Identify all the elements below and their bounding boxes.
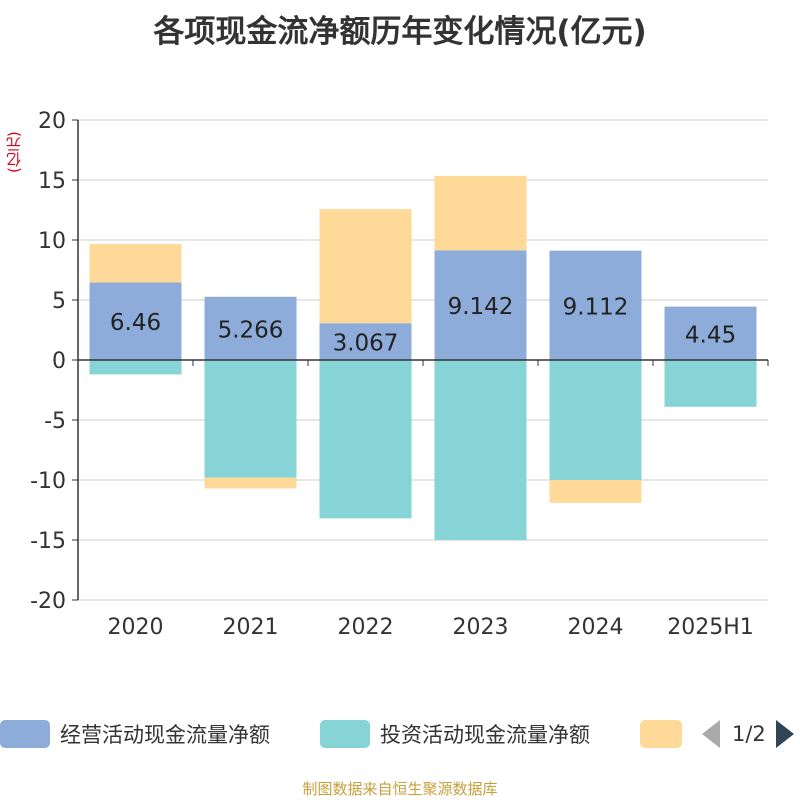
y-tick-label: 20 <box>38 109 66 134</box>
x-tick-label: 2023 <box>453 615 509 640</box>
pager-prev-icon[interactable] <box>702 720 720 748</box>
legend-swatch-operating <box>0 720 50 748</box>
bar-series1-2025H1[interactable] <box>664 360 757 407</box>
data-label: 5.266 <box>218 317 284 343</box>
data-label: 4.45 <box>685 322 736 348</box>
x-tick-label: 2021 <box>223 615 279 640</box>
legend-swatch-investing <box>320 720 370 748</box>
bar-series0-2020[interactable] <box>89 282 182 360</box>
y-tick-label: -5 <box>44 409 66 434</box>
x-tick-label: 2024 <box>568 615 624 640</box>
bar-series0-2022[interactable] <box>319 323 412 360</box>
data-labels: 6.46 5.266 3.067 9.142 9.112 4.45 <box>110 294 736 356</box>
bar-series0-2023[interactable] <box>434 250 527 360</box>
pager-text: 1/2 <box>732 722 766 746</box>
y-tick-label: 10 <box>38 229 66 254</box>
x-tick-label: 2022 <box>338 615 394 640</box>
legend-swatch-third <box>640 720 682 748</box>
bar-series2-2021[interactable] <box>204 477 297 489</box>
legend-item-investing[interactable]: 投资活动现金流量净额 <box>320 714 590 754</box>
bar-series1-2022[interactable] <box>319 360 412 519</box>
legend-item-third[interactable] <box>640 714 682 754</box>
bar-series2-2023[interactable] <box>434 175 527 251</box>
y-tick-label: -10 <box>30 469 66 494</box>
bar-series2-2020[interactable] <box>89 244 182 283</box>
y-tick-label: -20 <box>30 589 66 614</box>
y-tick-label: 15 <box>38 169 66 194</box>
legend: 经营活动现金流量净额 投资活动现金流量净额 <box>0 714 800 754</box>
bars <box>89 175 757 540</box>
x-tick-label: 2020 <box>108 615 164 640</box>
bar-series2-2022[interactable] <box>319 209 412 324</box>
y-tick-label: -15 <box>30 529 66 554</box>
y-tick-label: 5 <box>52 289 66 314</box>
data-label: 9.112 <box>563 294 629 320</box>
data-label: 3.067 <box>333 331 399 357</box>
data-label: 6.46 <box>110 310 161 336</box>
data-label: 9.142 <box>448 294 514 320</box>
bar-series1-2020[interactable] <box>89 360 182 375</box>
axes: 20 15 10 5 0 -5 -10 -15 -20 2020 2021 2022 2023 2024 2… <box>30 109 769 640</box>
bar-series0-2024[interactable] <box>549 250 642 360</box>
bar-series0-2021[interactable] <box>204 296 297 360</box>
chart-title: 各项现金流净额历年变化情况(亿元) <box>153 14 647 50</box>
legend-item-operating[interactable]: 经营活动现金流量净额 <box>0 714 270 754</box>
legend-label-operating: 经营活动现金流量净额 <box>60 723 270 747</box>
y-tick-label: 0 <box>52 349 66 374</box>
legend-pager: 1/2 <box>700 714 800 754</box>
bar-series0-2025H1[interactable] <box>664 306 757 360</box>
x-tick-label: 2025H1 <box>667 615 754 640</box>
bar-series1-2024[interactable] <box>549 360 642 480</box>
source-note: 制图数据来自恒生聚源数据库 <box>302 780 498 798</box>
grid-lines <box>78 119 768 601</box>
pager-next-icon[interactable] <box>775 720 794 748</box>
legend-label-investing: 投资活动现金流量净额 <box>380 723 590 747</box>
bar-series2-2024[interactable] <box>549 480 642 503</box>
bar-series1-2021[interactable] <box>204 360 297 478</box>
bar-series1-2023[interactable] <box>434 360 527 540</box>
